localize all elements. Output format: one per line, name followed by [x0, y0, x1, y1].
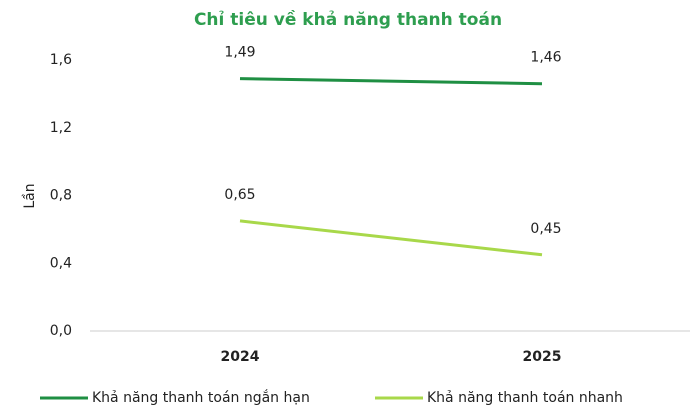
y-tick-label: 0,4	[50, 255, 72, 271]
series-line	[239, 219, 543, 257]
data-label: 0,65	[224, 187, 255, 203]
y-tick-label: 0,8	[50, 188, 72, 204]
y-axis-label: Lần	[22, 183, 38, 208]
y-tick-label: 1,2	[50, 120, 72, 136]
x-tick-label: 2025	[523, 349, 562, 365]
y-tick-label: 1,6	[50, 52, 72, 68]
chart-title: Chỉ tiêu về khả năng thanh toán	[194, 9, 502, 30]
legend-label: Khả năng thanh toán nhanh	[427, 390, 623, 406]
x-tick-label: 2024	[221, 349, 260, 365]
series-line	[239, 77, 543, 86]
legend-label: Khả năng thanh toán ngắn hạn	[92, 389, 310, 406]
data-label: 1,46	[530, 50, 561, 66]
data-label: 0,45	[530, 221, 561, 237]
data-label: 1,49	[224, 45, 255, 61]
y-tick-label: 0,0	[50, 323, 72, 339]
